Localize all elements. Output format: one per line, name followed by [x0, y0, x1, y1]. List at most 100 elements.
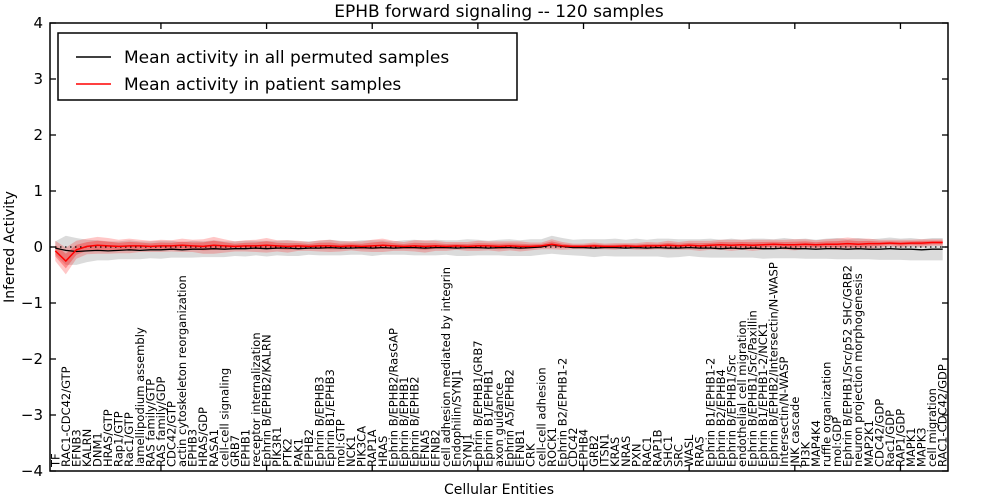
- x-category-label: ROCK1: [545, 427, 559, 467]
- legend: Mean activity in all permuted samples Me…: [57, 32, 518, 101]
- x-category-label: CRK: [524, 443, 538, 467]
- legend-box: [57, 32, 518, 101]
- x-category-label: SHC1: [661, 436, 675, 467]
- y-tick-labels: −4 −3 −2 −1 0 1 2 3 4: [21, 14, 43, 480]
- x-category-label: SRC: [672, 444, 686, 467]
- x-category-label: EFNB2: [429, 429, 443, 467]
- x-category-label: SYNJ1: [460, 433, 474, 467]
- x-category-label: CDC42/GTP: [165, 401, 179, 467]
- x-category-label: Ephrin B/EPHB1/Src: [724, 354, 738, 467]
- x-category-label: RRAS: [693, 436, 707, 467]
- y-tick-label: −2: [21, 350, 43, 368]
- x-category-label: PIK3R1: [270, 427, 284, 468]
- x-category-label: RAC1-CDC42/GTP: [59, 366, 73, 467]
- x-category-label: Rac1/GDP: [883, 410, 897, 467]
- x-category-label: RAS family/GTP: [143, 379, 157, 467]
- x-category-label: EPHB3: [186, 429, 200, 467]
- legend-label-patient: Mean activity in patient samples: [124, 75, 401, 95]
- confidence-bands: [55, 235, 943, 275]
- x-category-label: endothelial cell migration: [735, 320, 749, 467]
- x-category-label: cell-cell signaling: [217, 368, 231, 467]
- x-category-label: MAPK3: [915, 427, 929, 467]
- x-category-label: NRAS: [619, 436, 633, 467]
- chart-title: EPHB forward signaling -- 120 samples: [334, 2, 664, 22]
- mean-line-permuted: [55, 244, 943, 253]
- mean-lines: [54, 241, 943, 263]
- x-category-label: TF: [48, 453, 62, 468]
- x-category-label: Ephrin B1/EPHB1-2/NCK1: [756, 322, 770, 467]
- x-category-label: mol:GDP: [830, 417, 844, 467]
- x-category-label: JNK cascade: [788, 397, 802, 468]
- x-category-label: Endophilin/SYNJ1: [450, 369, 464, 467]
- x-category-label: Ephrin B/EPHB1/Src/p52 SHC/GRB2: [841, 265, 855, 467]
- x-category-label: PXN: [629, 444, 643, 467]
- x-category-label: Ephrin B1/EPHB3: [323, 369, 337, 467]
- x-category-labels: TFRAC1-CDC42/GTPEFNB3KALRNDNM1HRAS/GTPRa…: [48, 262, 949, 468]
- x-category-label: RAP1B: [651, 429, 665, 467]
- y-tick-label: −3: [21, 406, 43, 424]
- x-category-label: WASL: [682, 434, 696, 467]
- x-category-label: Ephrin B/EPHB1/Src/Paxillin: [746, 310, 760, 467]
- y-tick-label: −1: [21, 294, 43, 312]
- x-category-label: HRAS/GDP: [196, 407, 210, 467]
- x-category-label: PI3K: [798, 441, 812, 467]
- x-category-label: KRAS: [608, 437, 622, 467]
- y-tick-label: 3: [33, 70, 43, 88]
- y-tick-label: 0: [33, 238, 43, 256]
- x-axis-label: Cellular Entities: [444, 482, 554, 498]
- x-category-label: ITSN1: [598, 433, 612, 467]
- x-category-label: lamellipodium assembly: [133, 327, 147, 467]
- x-category-label: GRB2: [587, 435, 601, 467]
- x-category-label: Ephrin B/EPHB2: [408, 376, 422, 467]
- x-category-label: Ephrin B/EPHB1/GRB7: [471, 340, 485, 467]
- x-category-label: Ephrin B/EPHB1: [397, 376, 411, 467]
- x-category-label: Ephrin B1/EPHB1-2: [703, 358, 717, 467]
- x-category-label: EFNB3: [69, 429, 83, 467]
- x-category-label: cell-cell adhesion: [534, 367, 548, 467]
- x-category-label: MAPK1: [904, 427, 918, 467]
- y-tick-label: 1: [33, 182, 43, 200]
- x-category-label: RAC1: [640, 436, 654, 467]
- x-category-label: RAP1A: [365, 429, 379, 467]
- y-tick-label: 2: [33, 126, 43, 144]
- x-category-label: EPHB1: [238, 429, 252, 467]
- x-category-label: EFNA5: [418, 429, 432, 467]
- x-category-label: Intersectin/N-WASP: [777, 357, 791, 467]
- x-category-label: Ephrin A5/EPHB2: [503, 369, 517, 467]
- x-category-label: Ephrin B/EPHB2/RasGAP: [386, 328, 400, 467]
- x-category-label: axon guidance: [492, 383, 506, 467]
- x-category-label: MAP2K1: [862, 420, 876, 467]
- x-category-label: RASA1: [207, 429, 221, 467]
- band-permuted: [55, 235, 943, 265]
- x-category-label: HRAS/GTP: [101, 409, 115, 467]
- x-category-label: Ephrin B/EPHB3: [312, 376, 326, 467]
- x-category-label: Rap1/GTP: [112, 411, 126, 467]
- x-category-label: receptor internalization: [249, 332, 263, 467]
- y-tick-label: −4: [21, 462, 43, 480]
- x-category-label: cell migration: [925, 388, 939, 467]
- x-category-label: Ephrin B2/EPHB1-2: [555, 358, 569, 467]
- x-category-label: RAC1-CDC42/GDP: [936, 364, 950, 467]
- x-category-label: EPHB4: [577, 429, 591, 467]
- x-category-label: RAS family/GDP: [154, 377, 168, 467]
- x-category-label: DNM1: [91, 432, 105, 467]
- x-category-label: NCK1: [344, 436, 358, 468]
- x-category-label: KALRN: [80, 429, 94, 467]
- x-category-label: EPHB2: [302, 429, 316, 467]
- x-category-label: GRB7: [228, 435, 242, 467]
- x-category-label: Ephrin B/EPHB2/KALRN: [260, 334, 274, 467]
- x-category-label: CDC42: [566, 427, 580, 467]
- x-category-label: RAP1/GDP: [894, 409, 908, 467]
- plot-frame: [49, 22, 949, 472]
- x-category-label: EFNB1: [513, 429, 527, 467]
- y-axis-label: Inferred Activity: [2, 191, 18, 303]
- x-category-label: PIK3CA: [355, 426, 369, 467]
- y-tick-label: 4: [33, 14, 43, 32]
- x-category-label: Ephrin B1/EPHB1: [481, 369, 495, 467]
- x-category-label: Ephrin B2/EPHB4: [714, 369, 728, 467]
- x-category-label: PTK2: [281, 438, 295, 467]
- x-category-label: PAK1: [291, 438, 305, 467]
- x-category-label: CDC42/GDP: [872, 399, 886, 467]
- x-category-label: cell adhesion mediated by integrin: [439, 267, 453, 467]
